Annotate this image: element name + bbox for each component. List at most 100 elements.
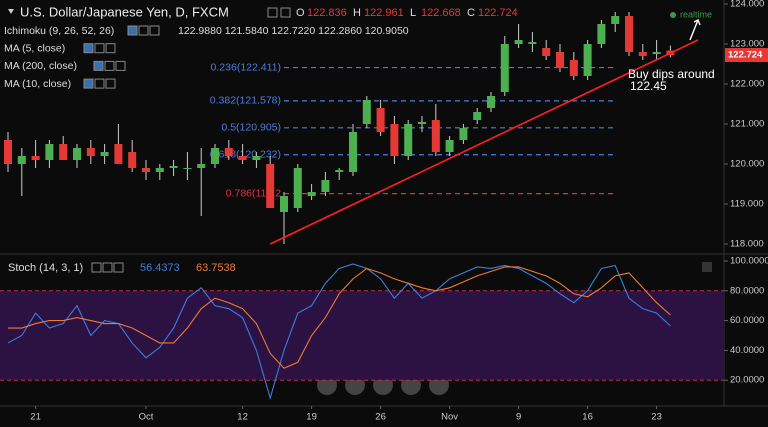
candle-body [238,156,247,160]
y-tick-label: 122.000 [730,79,764,90]
candle-body [362,100,371,124]
indicator-name: Ichimoku (9, 26, 52, 26) [4,25,114,37]
candle-body [73,148,81,160]
indicator-icon [83,43,94,54]
fib-label: 0.236(122.411) [211,61,281,73]
y-tick-label: 123.000 [730,39,764,50]
indicator-icon [127,25,138,36]
chart-title: U.S. Dollar/Japanese Yen, D, FXCM [20,4,229,19]
stoch-reading: 63.7538 [196,262,236,274]
x-tick-label: Oct [139,412,154,423]
candle-body [514,40,523,44]
candle-body [542,48,551,56]
candle-body [307,192,316,196]
x-tick-label: 12 [237,412,248,423]
candle-body [431,120,440,152]
indicator-icon [115,60,126,71]
trend-line [269,39,699,245]
panel-button[interactable] [702,262,712,272]
x-tick-label: 21 [30,412,41,423]
annotation: Buy dips around [628,67,715,81]
candle-body [252,156,261,160]
last-price-tag [725,48,768,63]
candle-body [376,108,385,132]
indicator-name: MA (10, close) [4,78,71,90]
y-tick-label: 80.0000 [730,285,764,296]
ohlc-label: L [410,7,416,19]
indicator-icon [105,43,116,54]
last-price-label: 122.724 [728,50,763,61]
candle-body [293,168,302,208]
candle-body [128,152,137,168]
y-tick-label: 60.0000 [730,315,764,326]
ohlc-value: 122.668 [421,7,461,19]
fib-label: 0.382(121.578) [210,95,281,107]
x-tick-label: 9 [516,412,521,423]
candle-body [86,148,95,156]
candle-body [59,144,68,160]
stoch-reading: 56.4373 [140,262,180,274]
collapse-icon[interactable] [8,9,14,14]
ohlc-value: 122.724 [478,7,518,19]
candle-body [597,24,606,44]
y-tick-label: 121.000 [730,119,764,130]
stoch-band [0,290,724,381]
candle-body [266,164,275,208]
stoch-icon [91,262,102,273]
x-tick-label: Nov [441,412,458,423]
candle-body [500,44,509,92]
stoch-icon [102,262,113,273]
x-tick-label: 16 [582,412,593,423]
y-tick-label: 118.000 [730,239,764,250]
stoch-title: Stoch (14, 3, 1) [8,262,83,274]
y-tick-label: 40.0000 [730,345,764,356]
candle-body [100,152,109,156]
indicator-icon [83,78,94,89]
candle-body [473,112,482,120]
candle-body [390,124,399,156]
candle-body [445,140,454,152]
candle-body [17,156,26,164]
indicator-icon [149,25,160,36]
y-tick-label: 120.000 [730,159,764,170]
stoch-icon [113,262,124,273]
x-tick-label: 26 [375,412,386,423]
candle-body [625,16,633,52]
x-tick-label: 19 [306,412,317,423]
candle-body [321,180,330,192]
candle-body [611,16,620,24]
indicator-icon [104,60,115,71]
indicator-icon [93,60,104,71]
candle-body [45,144,54,160]
annotation: 122.45 [630,79,667,93]
ohlc-value: 122.836 [307,7,347,19]
indicator-name: MA (200, close) [4,60,77,72]
candle-body [418,122,426,124]
y-tick-label: 20.0000 [730,375,764,386]
indicator-icon [105,78,116,89]
y-tick-label: 119.000 [730,199,764,210]
candle-body [638,52,647,56]
status-text: realtime [680,9,712,19]
candle-body [569,60,578,76]
candle-body [459,128,468,140]
candle-body [4,140,12,164]
candle-body [155,168,164,172]
candle-body [652,52,661,54]
candle-body [556,52,564,68]
candle-body [349,132,357,172]
candle-body [211,148,219,164]
ohlc-value: 122.961 [364,7,404,19]
ohlc-label: H [353,7,361,19]
indicator-icon [138,25,149,36]
y-tick-label: 100.0000 [730,255,768,266]
candle-body [169,166,178,168]
candle-body [528,42,537,44]
indicator-name: MA (5, close) [4,42,65,54]
candle-body [224,148,233,156]
indicator-readings: 122.9880 121.5840 122.7220 122.2860 120.… [178,25,409,37]
x-tick-label: 23 [651,412,662,423]
candle-body [404,124,413,156]
indicator-icon [94,43,105,54]
